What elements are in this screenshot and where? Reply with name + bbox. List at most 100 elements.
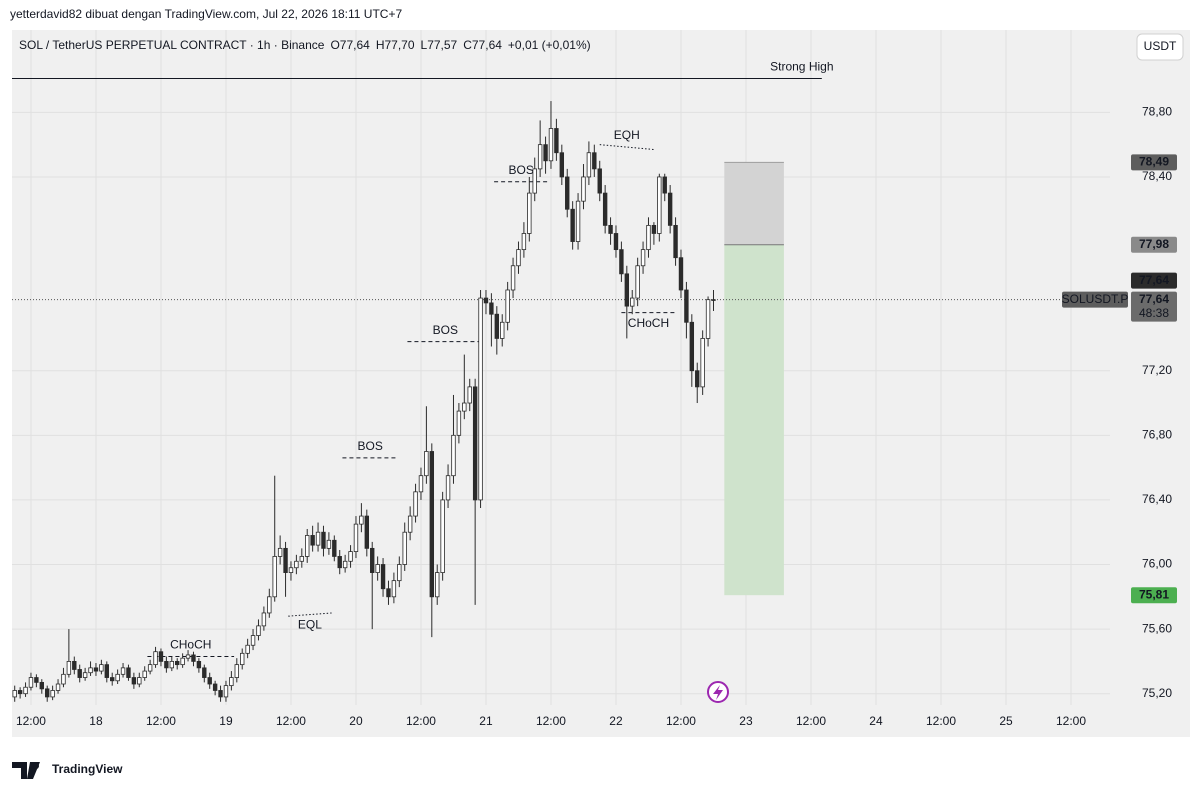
- currency-button[interactable]: [1136, 33, 1184, 61]
- plot: Strong High BOS EQH BOS CHoCH BOS EQL CHoCH: [12, 30, 1110, 705]
- candle-body: [429, 451, 435, 598]
- candle-body: [640, 249, 646, 267]
- candle-body: [413, 491, 418, 517]
- entry-price-label: 77,98: [1139, 237, 1169, 251]
- candle-body: [88, 667, 93, 674]
- candle-body: [380, 564, 386, 590]
- candle-body: [548, 128, 554, 162]
- x-tick-label: 12:00: [276, 714, 306, 728]
- candle-body: [424, 451, 429, 477]
- ohlc-high: H77,70: [376, 38, 415, 52]
- candle-body: [624, 273, 630, 307]
- candle-body: [321, 531, 326, 549]
- candle-body: [315, 531, 321, 546]
- candle-body: [521, 233, 527, 251]
- candle-body: [191, 654, 196, 662]
- candle-body: [678, 257, 684, 291]
- candle-body: [12, 690, 17, 698]
- chart-frame: [12, 30, 1190, 737]
- candle-body: [229, 677, 234, 687]
- candle-body: [570, 208, 575, 242]
- candle-body: [630, 297, 635, 307]
- x-tick-label: 25: [999, 714, 1013, 728]
- candle-body: [451, 434, 456, 477]
- candle-body: [66, 660, 72, 675]
- candle-body: [142, 670, 147, 678]
- candle-body: [462, 402, 467, 412]
- candle-body: [82, 672, 88, 678]
- candle-body: [532, 168, 537, 194]
- last-price-box: [1131, 291, 1177, 322]
- candle-body: [527, 192, 532, 234]
- candle-body: [456, 410, 462, 436]
- candle-body: [667, 192, 673, 226]
- candle-body: [202, 667, 207, 678]
- candle-body: [294, 560, 299, 569]
- last-close-label: 77,64: [1139, 273, 1169, 287]
- structure-label: CHoCH: [170, 638, 211, 652]
- candle-body: [256, 625, 261, 636]
- y-tick-label: 78,40: [1142, 169, 1172, 183]
- candle-body: [283, 547, 288, 573]
- candle-body: [261, 612, 267, 627]
- symbol: SOL / TetherUS PERPETUAL CONTRACT · 1h ·…: [19, 38, 325, 52]
- structure-line: [288, 612, 332, 617]
- candle-body: [684, 289, 689, 323]
- last-close-label-box: [1131, 272, 1177, 289]
- stop-price-label: 78,49: [1139, 155, 1169, 169]
- x-tick-label: 12:00: [926, 714, 956, 728]
- candle-body: [407, 515, 413, 533]
- candle-body: [386, 588, 391, 598]
- x-tick-label: 12:00: [146, 714, 176, 728]
- candle-body: [472, 386, 478, 501]
- candle-body: [104, 664, 109, 678]
- x-tick-label: 12:00: [536, 714, 566, 728]
- candle-body: [700, 338, 705, 388]
- structure-label: EQH: [614, 128, 640, 142]
- candle-body: [158, 651, 164, 662]
- candle-body: [505, 289, 510, 323]
- candle-body: [348, 551, 353, 562]
- reward-zone: [724, 244, 784, 596]
- candle-body: [559, 152, 565, 178]
- candle-body: [695, 370, 700, 388]
- logo-text: TradingView: [52, 762, 123, 776]
- candle-body: [565, 176, 570, 210]
- candle-body: [115, 673, 120, 682]
- candle-body: [223, 685, 229, 698]
- candle-body: [272, 556, 277, 598]
- candle-body: [50, 690, 55, 698]
- candle-body: [61, 673, 66, 685]
- structure-label: BOS: [433, 323, 458, 337]
- y-tick-label: 75,60: [1142, 621, 1172, 635]
- candle-body: [375, 564, 380, 573]
- candle-body: [586, 152, 592, 178]
- candle-body: [72, 660, 77, 670]
- candle-body: [657, 176, 662, 234]
- last-price-label: 77,64: [1139, 292, 1169, 306]
- candle-body: [592, 152, 597, 170]
- symbol-label: SOLUSDT.P: [1062, 292, 1129, 306]
- candle-body: [489, 302, 494, 315]
- x-tick-label: 21: [479, 714, 493, 728]
- symbol-box: [1062, 291, 1128, 308]
- candle-body: [435, 572, 440, 598]
- candle-body: [537, 144, 543, 170]
- candle-body: [651, 224, 657, 234]
- candle-body: [494, 313, 500, 339]
- candle-body: [705, 299, 711, 339]
- candle-body: [337, 556, 342, 569]
- candle-body: [662, 176, 667, 194]
- footer-logo: TradingView: [12, 762, 123, 779]
- target-price-label: 75,81: [1139, 587, 1169, 601]
- candle-body: [23, 686, 28, 695]
- candle-body: [250, 635, 256, 646]
- candle-body: [185, 654, 191, 659]
- x-tick-label: 12:00: [16, 714, 46, 728]
- candle-body: [342, 560, 348, 569]
- candle-body: [55, 683, 61, 691]
- candle-body: [277, 547, 283, 557]
- candle-body: [305, 535, 310, 557]
- candle-body: [440, 499, 445, 573]
